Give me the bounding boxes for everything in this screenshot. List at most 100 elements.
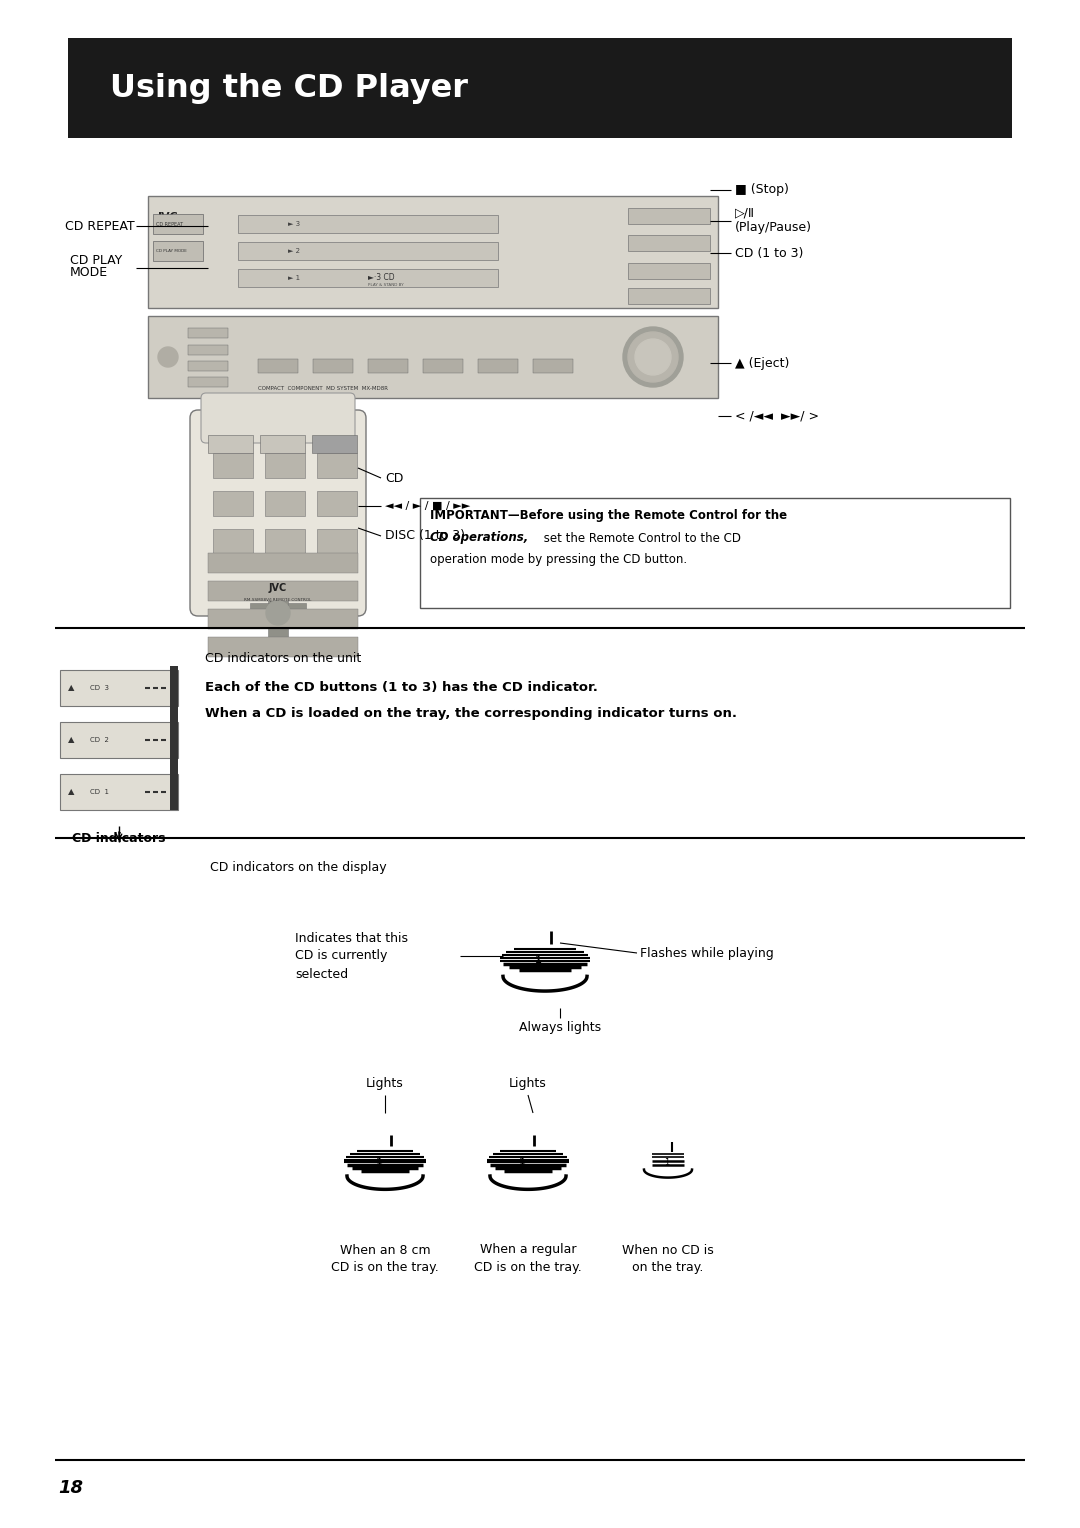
- Bar: [153, 241, 203, 261]
- Bar: [318, 529, 357, 555]
- Circle shape: [158, 347, 178, 367]
- Text: selected: selected: [295, 967, 348, 981]
- Bar: [148, 196, 718, 309]
- Bar: [238, 269, 498, 287]
- Text: 1: 1: [664, 1158, 669, 1167]
- Bar: [188, 377, 228, 387]
- Bar: [208, 435, 253, 452]
- Text: < /◄◄  ►►/ >: < /◄◄ ►►/ >: [735, 410, 819, 423]
- Text: 18: 18: [58, 1479, 83, 1497]
- Bar: [265, 490, 305, 516]
- Text: Lights: Lights: [509, 1077, 546, 1089]
- Text: When an 8 cm: When an 8 cm: [340, 1244, 430, 1256]
- Bar: [60, 723, 178, 758]
- Text: CD  2: CD 2: [90, 736, 109, 743]
- Bar: [208, 553, 357, 573]
- Bar: [268, 620, 288, 642]
- Text: operation mode by pressing the CD button.: operation mode by pressing the CD button…: [430, 553, 687, 565]
- Bar: [318, 452, 357, 478]
- Text: When a CD is loaded on the tray, the corresponding indicator turns on.: When a CD is loaded on the tray, the cor…: [205, 706, 737, 720]
- Text: ► 1: ► 1: [288, 275, 300, 281]
- Bar: [148, 316, 718, 397]
- Text: (Play/Pause): (Play/Pause): [735, 222, 812, 234]
- Text: CD REPEAT: CD REPEAT: [66, 220, 135, 232]
- Bar: [213, 529, 253, 555]
- Text: Indicates that this: Indicates that this: [295, 932, 408, 944]
- Bar: [153, 214, 203, 234]
- Bar: [188, 345, 228, 354]
- Text: 1: 1: [518, 1157, 526, 1166]
- Text: CD operations,: CD operations,: [430, 532, 528, 544]
- Bar: [60, 669, 178, 706]
- Text: CD is on the tray.: CD is on the tray.: [474, 1262, 582, 1274]
- Bar: [188, 361, 228, 371]
- Text: Flashes while playing: Flashes while playing: [640, 946, 773, 960]
- Bar: [420, 498, 1010, 608]
- Text: ▲: ▲: [68, 683, 75, 692]
- Text: CD PLAY: CD PLAY: [70, 254, 122, 266]
- Bar: [478, 359, 518, 373]
- Bar: [213, 490, 253, 516]
- Bar: [423, 359, 463, 373]
- Text: JVC: JVC: [158, 212, 179, 222]
- Text: on the tray.: on the tray.: [632, 1262, 704, 1274]
- Text: ▷/Ⅱ: ▷/Ⅱ: [735, 206, 755, 220]
- Text: ■ (Stop): ■ (Stop): [735, 183, 788, 197]
- Circle shape: [627, 332, 678, 382]
- Bar: [534, 359, 573, 373]
- Bar: [627, 208, 710, 225]
- Text: PLAY & STAND BY: PLAY & STAND BY: [368, 283, 404, 287]
- FancyBboxPatch shape: [190, 410, 366, 616]
- Bar: [313, 359, 353, 373]
- Bar: [238, 215, 498, 232]
- Text: CD REPEAT: CD REPEAT: [156, 222, 184, 226]
- Text: CD (1 to 3): CD (1 to 3): [735, 246, 804, 260]
- Circle shape: [635, 339, 671, 374]
- Text: ▲ (Eject): ▲ (Eject): [735, 356, 789, 370]
- Text: CD indicators on the unit: CD indicators on the unit: [205, 651, 361, 665]
- Bar: [208, 610, 357, 630]
- Text: set the Remote Control to the CD: set the Remote Control to the CD: [540, 532, 741, 544]
- Text: CD indicators on the display: CD indicators on the display: [210, 862, 387, 874]
- Bar: [208, 581, 357, 601]
- Bar: [312, 435, 357, 452]
- Text: RM-SSMX8V/J REMOTE CONTROL: RM-SSMX8V/J REMOTE CONTROL: [244, 597, 312, 602]
- Text: JVC: JVC: [269, 584, 287, 593]
- Text: ▲: ▲: [68, 735, 75, 744]
- Bar: [627, 287, 710, 304]
- Text: ►·3 CD: ►·3 CD: [368, 274, 394, 283]
- FancyBboxPatch shape: [201, 393, 355, 443]
- Text: Lights: Lights: [366, 1077, 404, 1089]
- Text: MODE: MODE: [70, 266, 108, 280]
- Text: When no CD is: When no CD is: [622, 1244, 714, 1256]
- Bar: [318, 490, 357, 516]
- Bar: [268, 585, 288, 605]
- Circle shape: [623, 327, 683, 387]
- Text: DISC (1 to 3): DISC (1 to 3): [384, 530, 465, 542]
- Text: Using the CD Player: Using the CD Player: [110, 72, 468, 104]
- Bar: [208, 637, 357, 657]
- Bar: [238, 241, 498, 260]
- Text: Always lights: Always lights: [518, 1022, 602, 1034]
- Bar: [265, 529, 305, 555]
- Bar: [258, 359, 298, 373]
- Text: CD: CD: [384, 472, 403, 484]
- Text: ► 2: ► 2: [288, 248, 300, 254]
- Bar: [265, 452, 305, 478]
- Bar: [68, 38, 1012, 138]
- Bar: [260, 435, 305, 452]
- Circle shape: [266, 601, 291, 625]
- Text: CD is on the tray.: CD is on the tray.: [332, 1262, 438, 1274]
- Text: CD  1: CD 1: [90, 788, 109, 795]
- Bar: [368, 359, 408, 373]
- Bar: [213, 452, 253, 478]
- Text: CD indicators: CD indicators: [72, 831, 165, 845]
- Text: Each of the CD buttons (1 to 3) has the CD indicator.: Each of the CD buttons (1 to 3) has the …: [205, 681, 598, 695]
- Text: IMPORTANT—Before using the Remote Control for the: IMPORTANT—Before using the Remote Contro…: [430, 509, 787, 523]
- Text: CD is currently: CD is currently: [295, 949, 388, 963]
- Bar: [60, 775, 178, 810]
- Text: CD PLAY MODE: CD PLAY MODE: [156, 249, 187, 254]
- Text: 1: 1: [376, 1157, 382, 1166]
- Text: ▲: ▲: [68, 787, 75, 796]
- Text: ◄◄ / ► / ■ / ►►: ◄◄ / ► / ■ / ►►: [384, 501, 470, 510]
